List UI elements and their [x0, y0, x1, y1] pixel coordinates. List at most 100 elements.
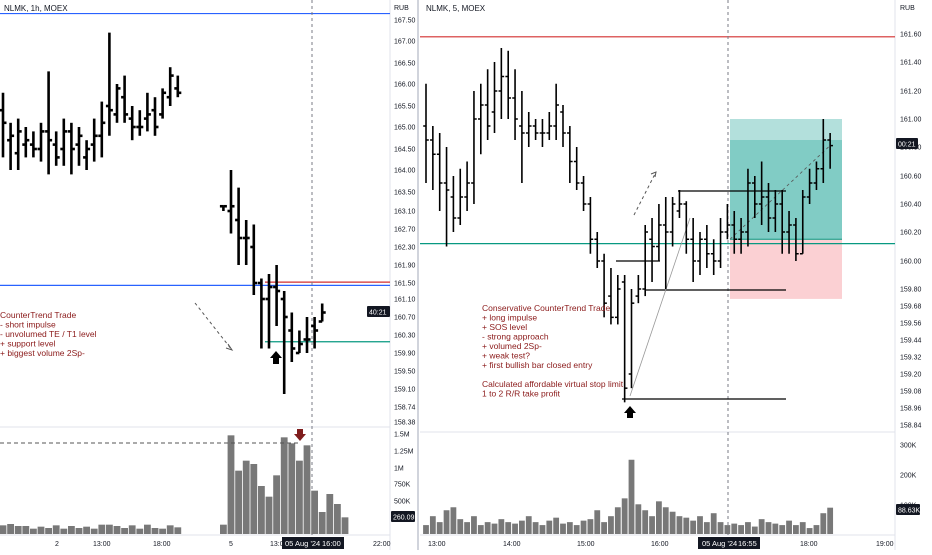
left-volume-bar-19 [144, 524, 151, 534]
left-price-tick: 161.50 [394, 281, 416, 288]
right-volume-bar-49 [758, 519, 765, 534]
left-annotation-line: - short impulse [0, 320, 56, 330]
right-volume-bar-7 [471, 516, 477, 534]
right-price-tick: 161.40 [900, 60, 922, 67]
left-volume-bar-13 [98, 524, 106, 534]
right-volume-bar-15 [525, 516, 532, 534]
right-time-tick: 18:00 [800, 541, 818, 548]
left-volume-bar-23 [174, 527, 182, 534]
long-position-tool[interactable] [729, 119, 842, 299]
left-volume-bar-35 [265, 496, 273, 534]
left-currency-label: RUB [394, 5, 409, 12]
right-date-badge-bg [698, 537, 760, 549]
right-volume-bar-46 [738, 525, 744, 534]
right-price-tick: 159.32 [900, 355, 922, 362]
right-price-tick: 160.00 [900, 259, 922, 266]
left-volume-down-arrow-icon [294, 429, 306, 441]
right-last-price-badge-bg [896, 138, 918, 149]
right-volume-bar-38 [683, 517, 690, 534]
right-volume-bar-59 [827, 507, 834, 534]
left-date-badge-bg [282, 537, 344, 549]
right-price-tick: 161.00 [900, 117, 922, 124]
left-volume-bar-30 [227, 435, 235, 534]
right-volume-bar-26 [601, 522, 607, 534]
left-volume-bar-7 [52, 525, 60, 534]
right-volume-bar-17 [539, 525, 546, 534]
left-volume-bar-9 [68, 526, 75, 534]
left-volume-bar-22 [166, 525, 174, 534]
left-price-tick: 164.50 [394, 147, 416, 154]
left-volume-bar-1 [7, 524, 14, 534]
right-time-tick: 19:00 [876, 541, 894, 548]
left-price-tick: 167.00 [394, 39, 416, 46]
left-panel-bg [0, 0, 415, 550]
right-price-bars [423, 48, 833, 403]
right-volume-bar-37 [676, 516, 683, 534]
right-volume-bar-9 [484, 522, 491, 534]
right-panel-bg [418, 0, 932, 550]
right-price-tick: 159.44 [900, 338, 922, 345]
right-currency-label: RUB [900, 5, 915, 12]
right-annotation-line: + volumed 2Sp- [482, 341, 542, 351]
left-last-price-badge-bg [367, 306, 390, 317]
left-annotation-line: CounterTrend Trade [0, 310, 76, 320]
right-time-tick: 14:00 [503, 541, 521, 548]
left-price-tick: 160.30 [394, 333, 416, 340]
left-price-tick: 158.38 [394, 420, 416, 427]
right-volume-bar-6 [464, 522, 470, 534]
left-price-tick: 161.90 [394, 263, 416, 270]
right-volume-badge-bg [896, 504, 920, 515]
right-volume-bar-48 [751, 526, 758, 534]
position-stop-zone [730, 239, 842, 299]
right-volume-bar-41 [703, 522, 710, 534]
left-volume-tick: 1M [394, 466, 404, 473]
left-volume-bar-39 [296, 460, 303, 534]
left-price-tick: 167.50 [394, 18, 416, 25]
left-symbol-label: NLMK, 1h, MOEX [4, 4, 68, 13]
left-date-badge: 05 Aug '24 [285, 539, 320, 548]
right-price-tick: 158.84 [900, 423, 922, 430]
left-volume-bars [0, 435, 349, 534]
left-volume-bar-15 [113, 526, 121, 534]
right-volume-bar-21 [566, 522, 573, 534]
right-annotation-line: + first bullish bar closed entry [482, 360, 593, 370]
right-volume-bar-8 [477, 525, 484, 534]
left-price-tick: 158.74 [394, 405, 416, 412]
right-price-tick: 161.60 [900, 32, 922, 39]
left-panel: CounterTrend Trade- short impulse- unvol… [0, 0, 419, 550]
right-volume-bar-14 [519, 520, 525, 534]
right-volume-bar-44 [724, 525, 731, 534]
right-date-badge: 05 Aug '24 [702, 539, 737, 548]
left-price-tick: 159.90 [394, 351, 416, 358]
right-price-tick: 158.96 [900, 406, 922, 413]
left-volume-badge: 260.09K [393, 515, 419, 522]
position-price-path [729, 145, 831, 240]
left-price-tick: 160.70 [394, 315, 416, 322]
left-price-axis: 167.50 167.00 166.50 166.00 165.50 165.00 164.… [394, 18, 416, 427]
left-volume-bar-21 [159, 528, 166, 534]
left-time-tick: 18:00 [153, 541, 171, 548]
left-volume-bar-5 [37, 526, 45, 534]
right-volume-bar-20 [560, 523, 566, 534]
right-volume-bar-45 [731, 523, 738, 534]
right-volume-bar-13 [512, 523, 518, 534]
right-volume-bar-28 [614, 507, 621, 534]
left-price-tick: 162.30 [394, 245, 416, 252]
right-annotation-text: Conservative CounterTrend Trade+ long im… [482, 303, 624, 399]
left-volume-bar-6 [45, 528, 52, 534]
left-volume-bar-20 [151, 528, 159, 534]
right-volume-bars [423, 459, 834, 534]
left-volume-bar-31 [235, 470, 242, 534]
right-levels [420, 36, 895, 245]
right-volume-bar-50 [765, 522, 772, 534]
left-volume-bar-44 [334, 504, 341, 534]
left-time-axis: 2 13:00 18:00 5 13:00 22:00 [55, 541, 391, 548]
right-volume-bar-57 [813, 525, 820, 534]
right-symbol-label: NLMK, 5, MOEX [426, 4, 486, 13]
right-annotation-line: - strong approach [482, 332, 549, 342]
right-time-badge: 16:55 [738, 539, 757, 548]
left-volume-bar-40 [303, 445, 311, 534]
left-volume-bar-29 [220, 524, 227, 534]
left-buy-arrow-icon [270, 351, 282, 364]
